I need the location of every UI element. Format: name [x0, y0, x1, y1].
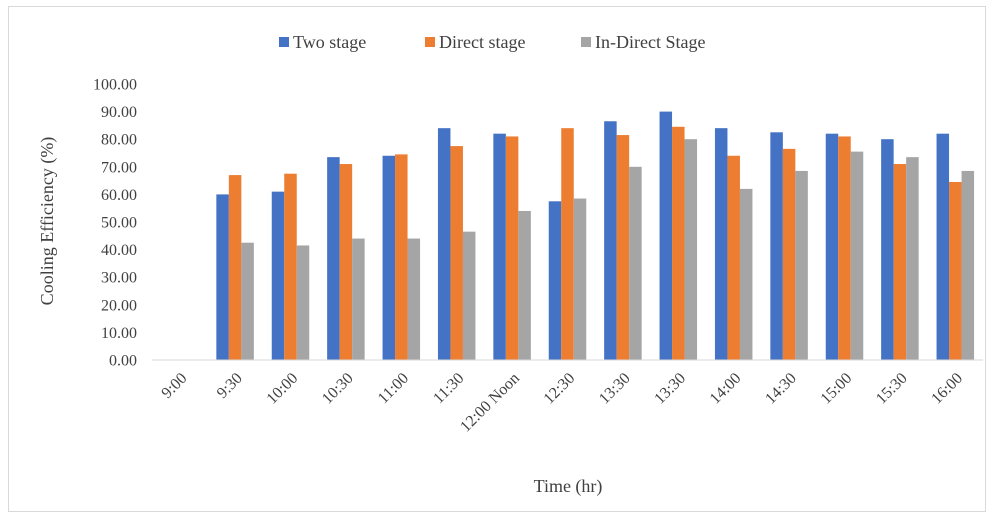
bar-direct-stage — [782, 148, 796, 360]
bar-direct-stage — [339, 164, 353, 360]
bar-two-stage — [382, 155, 396, 360]
y-tick-label: 90.00 — [101, 104, 137, 121]
bar-in-direct-stage — [296, 245, 310, 360]
bar-direct-stage — [672, 126, 685, 360]
bar-direct-stage — [505, 136, 519, 360]
x-tick-label: 10:30 — [319, 370, 357, 408]
x-tick-label: 9:30 — [214, 370, 246, 402]
bar-direct-stage — [893, 164, 907, 360]
x-tick-label: 14:00 — [707, 370, 745, 408]
x-tick-label: 11:00 — [375, 370, 412, 407]
bar-two-stage — [659, 111, 673, 360]
bar-two-stage — [825, 133, 839, 360]
bar-direct-stage — [450, 146, 463, 360]
bar-in-direct-stage — [518, 210, 531, 360]
bar-direct-stage — [561, 128, 574, 360]
legend-swatch — [425, 37, 435, 47]
bar-direct-stage — [228, 175, 242, 360]
x-tick-label: 11:30 — [430, 370, 467, 407]
bar-direct-stage — [838, 136, 851, 360]
bar-two-stage — [936, 133, 950, 360]
y-tick-label: 70.00 — [101, 159, 137, 176]
y-axis: 0.00 10.00 20.00 30.00 40.00 50.00 60.00 70.00 8… — [93, 77, 137, 370]
bar-two-stage — [881, 139, 894, 360]
bar-in-direct-stage — [961, 170, 975, 360]
chart-area: Two stage Direct stage In-Direct Stage 0.0… — [8, 6, 986, 512]
y-tick-label: 40.00 — [101, 242, 137, 259]
x-tick-label: 13:30 — [651, 370, 689, 408]
x-tick-label: 15:00 — [818, 370, 856, 408]
bar-direct-stage — [395, 154, 408, 360]
bar-direct-stage — [949, 181, 962, 360]
legend-label: In-Direct Stage — [595, 32, 705, 52]
bar-direct-stage — [727, 155, 740, 360]
bar-in-direct-stage — [684, 139, 698, 360]
x-tick-label: 10:00 — [264, 370, 302, 408]
y-tick-label: 80.00 — [101, 132, 137, 149]
bar-direct-stage — [616, 135, 630, 360]
legend-label: Direct stage — [439, 32, 525, 52]
y-tick-label: 20.00 — [101, 297, 137, 314]
bar-two-stage — [548, 201, 562, 360]
x-tick-label: 15:30 — [873, 370, 911, 408]
y-tick-label: 60.00 — [101, 187, 137, 204]
bar-in-direct-stage — [462, 231, 476, 360]
legend: Two stage Direct stage In-Direct Stage — [279, 32, 705, 52]
y-tick-label: 0.00 — [109, 353, 137, 370]
bar-chart: Two stage Direct stage In-Direct Stage 0.0… — [37, 32, 983, 497]
bar-two-stage — [327, 157, 340, 360]
bar-in-direct-stage — [850, 151, 864, 360]
legend-swatch — [581, 37, 591, 47]
bar-in-direct-stage — [407, 238, 421, 360]
bar-two-stage — [216, 194, 229, 360]
bar-in-direct-stage — [352, 238, 365, 360]
bar-in-direct-stage — [906, 157, 919, 360]
x-tick-label: 12:30 — [541, 370, 579, 408]
y-axis-title: Cooling Efficiency (%) — [37, 137, 58, 306]
legend-label: Two stage — [293, 32, 366, 52]
bar-two-stage — [714, 128, 728, 360]
x-tick-label: 9:00 — [158, 370, 190, 402]
bar-in-direct-stage — [739, 188, 753, 360]
y-tick-label: 50.00 — [101, 215, 137, 232]
bar-in-direct-stage — [795, 170, 808, 360]
bars — [216, 111, 975, 360]
bar-two-stage — [770, 132, 783, 360]
y-tick-label: 10.00 — [101, 325, 137, 342]
bar-in-direct-stage — [573, 198, 587, 360]
bar-direct-stage — [284, 173, 297, 360]
y-tick-label: 30.00 — [101, 270, 137, 287]
bar-two-stage — [437, 128, 451, 360]
x-tick-label: 13:30 — [596, 370, 634, 408]
bar-two-stage — [604, 121, 617, 360]
x-tick-label: 14:30 — [762, 370, 800, 408]
bar-in-direct-stage — [241, 242, 254, 360]
bar-two-stage — [493, 133, 506, 360]
bar-two-stage — [271, 191, 285, 360]
y-tick-label: 100.00 — [93, 77, 137, 94]
bar-in-direct-stage — [629, 166, 642, 360]
x-tick-label: 12:00 Noon — [457, 370, 523, 436]
x-tick-label: 16:00 — [928, 370, 966, 408]
legend-swatch — [279, 37, 289, 47]
x-axis-title: Time (hr) — [534, 476, 603, 497]
